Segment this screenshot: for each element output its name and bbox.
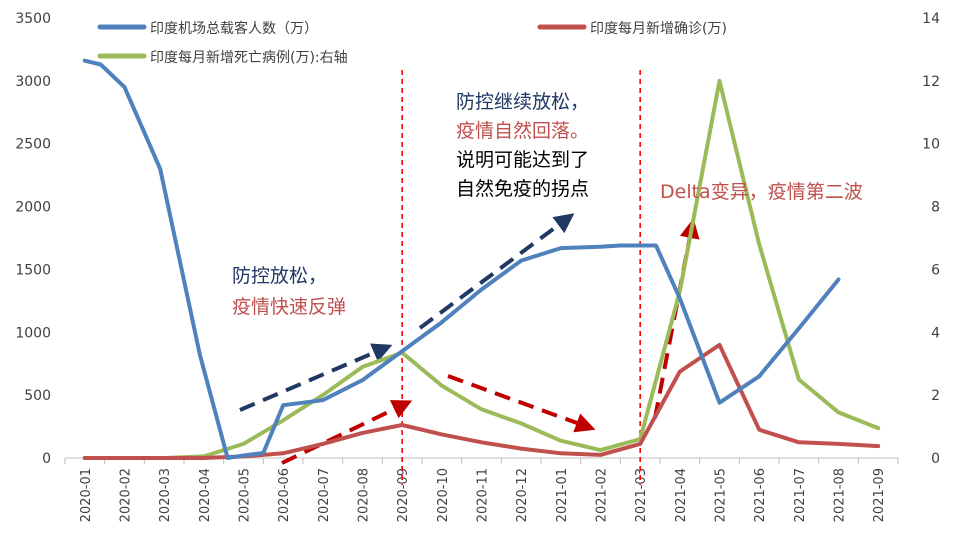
- y-right-tick-label: 8: [931, 200, 940, 216]
- x-tick-label: 2021-01: [555, 468, 570, 522]
- x-tick-label: 2020-06: [277, 468, 292, 522]
- x-tick-label: 2020-03: [158, 468, 173, 522]
- y-left-tick-label: 1000: [15, 325, 51, 341]
- y-left-tick-label: 3000: [15, 74, 51, 90]
- x-tick-label: 2021-08: [833, 468, 848, 522]
- annotation-a1: 防控放松， 疫情快速反弹: [232, 265, 346, 318]
- x-tick-label: 2020-04: [198, 468, 213, 522]
- series-line-0: [82, 58, 841, 460]
- x-tick-label: 2021-06: [753, 468, 768, 522]
- legend-layer: 印度机场总载客人数（万） 印度每月新增确诊(万) 印度每月新增死亡病例(万):右轴: [97, 20, 727, 66]
- series-layer: [82, 58, 881, 460]
- annotation-line: Delta变异，疫情第二波: [660, 181, 863, 203]
- y-left-tick-label: 0: [42, 451, 51, 467]
- y-right-tick-label: 2: [931, 388, 940, 404]
- x-tick-label: 2020-05: [238, 468, 253, 522]
- y-left-tick-label: 2000: [15, 200, 51, 216]
- annotation-line: 自然免疫的拐点: [456, 178, 589, 200]
- x-tick-label: 2020-02: [119, 468, 134, 522]
- annotation-line: 疫情自然回落。: [456, 120, 589, 142]
- x-tick-label: 2020-11: [476, 468, 491, 522]
- x-tick-label: 2020-07: [317, 468, 332, 522]
- trend-arrow-airport-1: [239, 343, 393, 412]
- y-right-tick-label: 6: [931, 262, 940, 278]
- y-left-tick-label: 500: [24, 388, 51, 404]
- series-line-2: [82, 78, 881, 460]
- annotation-line: 防控继续放松，: [456, 91, 589, 113]
- x-tick-label: 2020-08: [357, 468, 372, 522]
- x-tick-label: 2021-03: [634, 468, 649, 522]
- legend-label: 印度每月新增死亡病例(万):右轴: [150, 50, 348, 66]
- y-left-tick-label: 1500: [15, 262, 51, 278]
- annotation-a3: Delta变异，疫情第二波: [660, 181, 863, 203]
- x-tick-label: 2020-10: [436, 468, 451, 522]
- y-right-tick-label: 12: [922, 74, 940, 90]
- y-right-tick-label: 4: [931, 325, 940, 341]
- trend-arrow-airport-2: [418, 213, 575, 330]
- trend-arrow-cases-up: [281, 400, 413, 465]
- y-left-tick-label: 3500: [15, 11, 51, 27]
- x-tick-label: 2020-09: [396, 468, 411, 522]
- annotation-line: 防控放松，: [232, 265, 327, 287]
- trend-arrows-layer: [239, 213, 700, 465]
- legend-label: 印度每月新增确诊(万): [590, 21, 727, 37]
- legend-label: 印度机场总载客人数（万）: [150, 20, 318, 37]
- x-tick-label: 2020-01: [79, 468, 94, 522]
- y-right-tick-label: 0: [931, 451, 940, 467]
- annotation-line: 疫情快速反弹: [232, 296, 346, 318]
- axes-layer: 0 500 1000 1500 2000 2500 3000 3500 0 2 4 6 8 10 12 14 2…: [15, 11, 940, 522]
- y-right-tick-label: 10: [922, 137, 940, 153]
- annotation-line: 说明可能达到了: [456, 149, 589, 171]
- y-left-tick-label: 2500: [15, 137, 51, 153]
- y-right-tick-label: 14: [922, 11, 940, 27]
- x-tick-label: 2021-07: [793, 468, 808, 522]
- x-tick-label: 2021-05: [714, 468, 729, 522]
- x-tick-label: 2021-09: [872, 468, 887, 522]
- x-tick-label: 2021-04: [674, 468, 689, 522]
- series-line-1: [82, 342, 881, 460]
- x-tick-label: 2020-12: [515, 468, 530, 522]
- x-tick-label: 2021-02: [595, 468, 610, 522]
